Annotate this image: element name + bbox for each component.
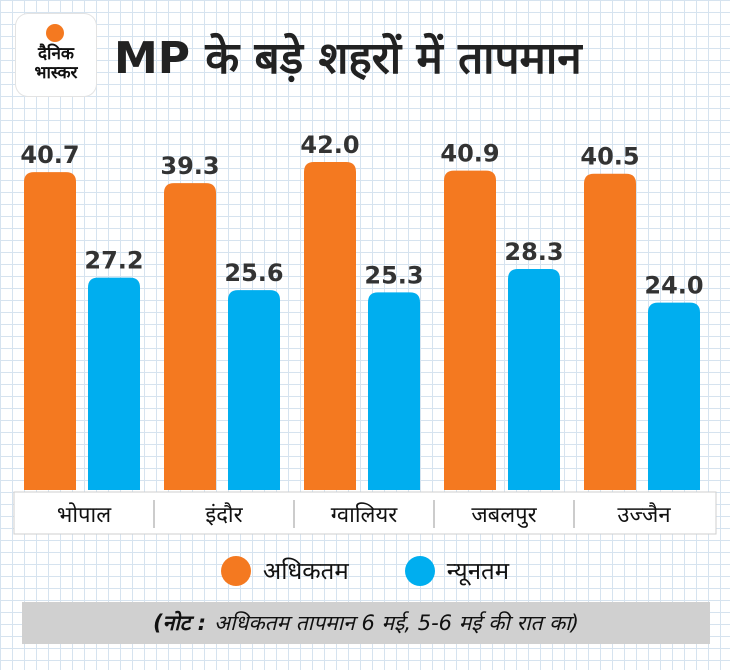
logo-text-line2: भास्कर [34,63,78,83]
logo-text-line1: दैनिक [38,44,74,65]
bar-min-0 [88,277,140,490]
value-label-max-2: 42.0 [300,131,359,159]
footnote-text: अधिकतम तापमान 6 मई, 5-6 मई की रात का) [214,611,579,635]
value-label-max-1: 39.3 [160,152,219,180]
footnote-prefix: (नोट : [153,611,207,635]
chart-title: MP के बड़े शहरों में तापमान [114,33,582,84]
value-label-max-3: 40.9 [440,140,499,168]
legend-label-min: न्यूनतम [446,557,510,585]
value-label-min-3: 28.3 [504,238,563,266]
value-label-max-0: 40.7 [20,141,79,169]
legend-swatch-min [404,555,435,586]
category-label-2: ग्वालियर [331,502,398,528]
bar-max-4 [584,173,636,490]
bar-min-1 [228,290,280,490]
category-label-3: जबलपुर [471,503,537,528]
legend: अधिकतम न्यूनतम [0,554,730,587]
bar-min-3 [508,268,560,490]
dainik-bhaskar-logo: दैनिक भास्कर [16,14,96,96]
bar-min-4 [648,302,700,490]
legend-item-min: न्यूनतम [404,554,510,587]
category-axis-strip [13,491,717,535]
bar-max-3 [444,170,496,491]
legend-swatch-max [220,555,251,586]
category-label-4: उज्जैन [617,502,671,528]
category-label-1: इंदौर [205,502,243,528]
logo-sun-icon [46,24,64,42]
bar-max-2 [304,162,356,490]
value-label-min-2: 25.3 [364,261,423,289]
value-label-min-1: 25.6 [224,259,283,287]
footnote: (नोट : अधिकतम तापमान 6 मई, 5-6 मई की रात… [22,602,710,644]
bar-min-2 [368,292,420,490]
bar-max-0 [24,172,76,490]
value-label-min-0: 27.2 [84,247,143,275]
legend-label-max: अधिकतम [262,557,349,585]
value-label-max-4: 40.5 [580,143,639,171]
bar-chart: 40.7 27.2 भोपाल 39.3 25.6 इंदौर 42.0 25.3 ग्वालि… [13,131,717,535]
category-label-0: भोपाल [57,502,112,528]
legend-item-max: अधिकतम [220,554,349,587]
value-label-min-4: 24.0 [644,272,703,300]
bar-max-1 [164,183,216,491]
